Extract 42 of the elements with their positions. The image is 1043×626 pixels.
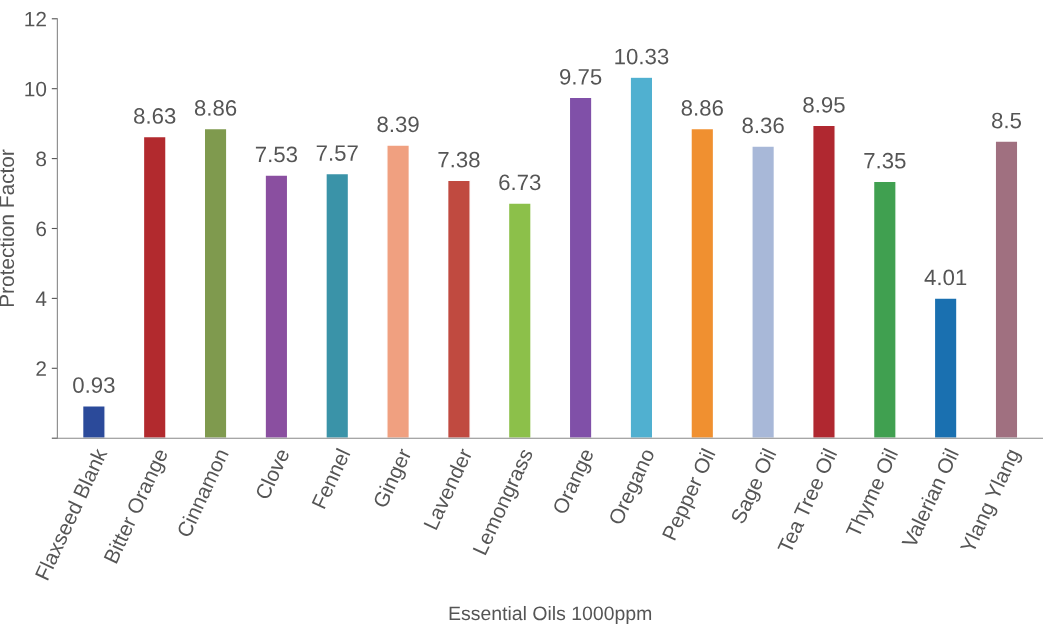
data-label: 8.63 (134, 108, 176, 124)
y-tick-label: 6 (36, 221, 47, 237)
data-label: 8.39 (377, 116, 419, 133)
data-label: 8.36 (742, 117, 784, 134)
data-label: 8.86 (194, 100, 237, 116)
bar (629, 76, 654, 439)
bar (690, 127, 715, 439)
y-tick-label: 2 (36, 361, 46, 376)
data-label: 4.01 (924, 269, 967, 286)
data-label: 8.95 (803, 96, 845, 113)
bar (751, 145, 776, 439)
bar (994, 140, 1019, 439)
bar (872, 180, 897, 439)
x-axis-title: Essential Oils 1000ppm (449, 605, 652, 625)
data-label: 7.57 (316, 145, 358, 161)
bar (933, 297, 958, 439)
bar (507, 202, 532, 439)
data-label: 7.53 (255, 146, 298, 163)
y-tick-label: 10 (25, 81, 47, 97)
y-tick-label: 4 (35, 291, 47, 306)
data-label: 9.75 (560, 68, 602, 85)
data-label: 0.93 (73, 377, 115, 393)
data-label: 10.33 (615, 48, 669, 65)
bar (203, 127, 228, 439)
bar (325, 172, 350, 439)
bar (386, 144, 411, 439)
data-label: 7.38 (438, 151, 480, 168)
bar (446, 179, 471, 439)
x-tick-label: Tea Tree Oil (776, 447, 838, 555)
data-label: 6.73 (499, 174, 541, 191)
x-tick-label: Sage Oil (730, 447, 777, 525)
data-label: 8.5 (992, 112, 1022, 129)
x-tick-label: Clove (254, 447, 290, 501)
y-tick-label: 12 (25, 11, 46, 27)
data-label: 7.35 (864, 152, 906, 169)
bar (812, 124, 836, 439)
bar (568, 96, 593, 439)
y-tick-label: 8 (36, 151, 47, 167)
bar (264, 174, 289, 439)
data-label: 8.86 (681, 100, 723, 116)
bar (81, 404, 106, 439)
bar (142, 135, 167, 439)
